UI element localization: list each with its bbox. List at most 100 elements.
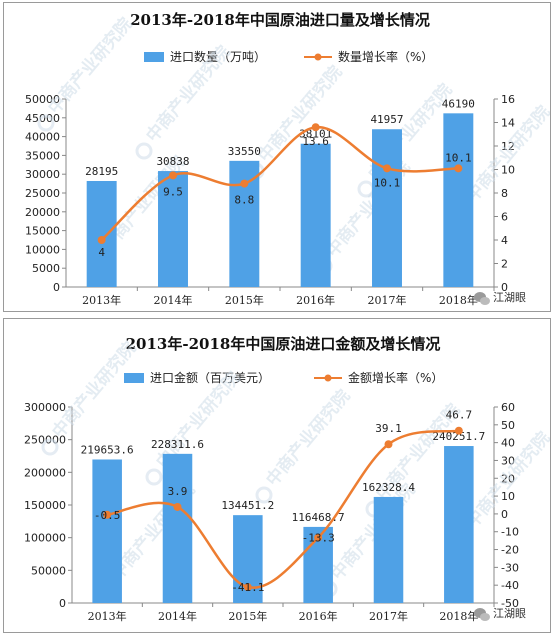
right-tick-label: 10 bbox=[501, 164, 515, 177]
bar-value-label: 41957 bbox=[370, 113, 403, 126]
line-point-2016年 bbox=[314, 533, 323, 542]
chart-title: 2013年-2018年中国原油进口金额及增长情况 bbox=[126, 335, 441, 353]
right-tick-label: 16 bbox=[501, 93, 515, 106]
left-tick-label: 40000 bbox=[25, 131, 60, 144]
bar-value-label: 162328.4 bbox=[362, 481, 415, 494]
legend-swatch-marker bbox=[324, 374, 332, 382]
line-value-label: 39.1 bbox=[375, 422, 402, 435]
line-point-2013年 bbox=[103, 510, 112, 519]
left-tick-label: 100000 bbox=[24, 532, 66, 545]
x-tick-label: 2015年 bbox=[228, 609, 267, 623]
x-tick-label: 2016年 bbox=[299, 609, 338, 623]
right-tick-label: -20 bbox=[501, 544, 519, 557]
right-tick-label: 14 bbox=[501, 117, 515, 130]
chart-panel-import-value: 2013年-2018年中国原油进口金额及增长情况进口金额（百万美元） 金额增长率（… bbox=[3, 318, 551, 633]
bar-2017年 bbox=[373, 496, 404, 603]
line-value-label: 10.1 bbox=[374, 176, 401, 189]
x-tick-label: 2014年 bbox=[154, 293, 193, 307]
bar-value-label: 30838 bbox=[156, 155, 189, 168]
zhongshang-logo-icon bbox=[135, 142, 153, 160]
left-tick-label: 0 bbox=[53, 281, 60, 294]
line-value-label: 13.6 bbox=[302, 135, 329, 148]
bar-value-label: 33550 bbox=[228, 145, 261, 158]
line-point-2017年 bbox=[384, 440, 393, 449]
legend: 进口金额（百万美元） 金额增长率（%） bbox=[124, 370, 443, 385]
bar-value-label: 134451.2 bbox=[221, 499, 274, 512]
line-point-2015年 bbox=[243, 583, 252, 592]
badge-text: 江湖眼 bbox=[493, 607, 526, 620]
left-tick-label: 10000 bbox=[25, 243, 60, 256]
line-point-2013年 bbox=[97, 236, 106, 244]
left-tick-label: 50000 bbox=[31, 564, 66, 577]
watermark-text: 中商产业研究院 bbox=[44, 14, 137, 119]
x-tick-label: 2013年 bbox=[88, 609, 127, 623]
line-point-2014年 bbox=[173, 502, 182, 511]
line-point-2015年 bbox=[240, 179, 249, 188]
chart-title: 2013年-2018年中国原油进口量及增长情况 bbox=[130, 11, 430, 29]
left-tick-label: 5000 bbox=[32, 262, 60, 275]
zhongshang-logo-icon bbox=[255, 486, 273, 504]
right-tick-label: 50 bbox=[501, 419, 515, 432]
x-tick-label: 2013年 bbox=[82, 293, 121, 307]
bar-2017年 bbox=[372, 129, 402, 287]
legend-label-line: 数量增长率（%） bbox=[338, 49, 433, 64]
line-point-2018年 bbox=[454, 426, 463, 435]
right-tick-label: 8 bbox=[501, 187, 508, 200]
x-tick-label: 2017年 bbox=[369, 609, 408, 623]
bar-2018年 bbox=[443, 113, 474, 288]
line-value-label: 4 bbox=[98, 246, 105, 259]
line-value-label: 46.7 bbox=[446, 409, 473, 422]
watermark-text: 中商产业研究院 bbox=[327, 480, 420, 585]
watermark-text: 中商产业研究院 bbox=[262, 386, 355, 491]
line-value-label: 8.8 bbox=[234, 194, 254, 207]
legend: 进口数量（万吨） 数量增长率（%） bbox=[144, 49, 433, 64]
right-tick-label: 12 bbox=[501, 140, 515, 153]
left-tick-label: 150000 bbox=[24, 499, 66, 512]
bar-2014年 bbox=[162, 453, 193, 603]
x-tick-label: 2016年 bbox=[296, 293, 335, 307]
line-point-2014年 bbox=[169, 171, 177, 180]
right-tick-label: -50 bbox=[501, 597, 519, 610]
right-tick-label: 0 bbox=[501, 281, 508, 294]
right-tick-label: 6 bbox=[501, 211, 508, 224]
wechat-badge: 江湖眼 bbox=[474, 291, 526, 305]
line-value-label: -13.3 bbox=[302, 532, 335, 545]
right-tick-label: -40 bbox=[501, 579, 519, 592]
wechat-badge: 江湖眼 bbox=[474, 607, 526, 621]
legend-label-bar: 进口数量（万吨） bbox=[170, 49, 266, 64]
right-tick-label: -30 bbox=[501, 561, 519, 574]
line-value-label: -41.1 bbox=[231, 581, 264, 594]
legend-swatch-bar bbox=[124, 373, 144, 383]
bar-2018年 bbox=[444, 446, 474, 603]
left-tick-label: 300000 bbox=[24, 401, 66, 414]
left-tick-label: 15000 bbox=[25, 225, 60, 238]
right-tick-label: 40 bbox=[501, 437, 515, 450]
line-value-label: 3.9 bbox=[168, 485, 188, 498]
left-tick-label: 25000 bbox=[25, 187, 60, 200]
chart-panel-import-volume: 2013年-2018年中国原油进口量及增长情况进口数量（万吨） 数量增长率（%） 0… bbox=[3, 2, 551, 312]
legend-swatch-bar bbox=[144, 52, 164, 62]
right-tick-label: 4 bbox=[501, 234, 508, 247]
zhongshang-logo-icon bbox=[41, 438, 59, 456]
legend-label-line: 金额增长率（%） bbox=[348, 370, 443, 385]
right-tick-label: 2 bbox=[501, 258, 508, 271]
left-tick-label: 20000 bbox=[25, 206, 60, 219]
line-value-label: -0.5 bbox=[94, 509, 121, 522]
bar-value-label: 28195 bbox=[85, 165, 118, 178]
x-tick-label: 2017年 bbox=[368, 293, 407, 307]
x-tick-label: 2015年 bbox=[225, 293, 264, 307]
watermark-text: 中商产业研究院 bbox=[48, 338, 141, 443]
right-tick-label: 30 bbox=[501, 454, 515, 467]
left-tick-label: 50000 bbox=[25, 93, 60, 106]
line-point-2018年 bbox=[454, 164, 463, 173]
zhongshang-logo-icon bbox=[145, 468, 163, 486]
legend-swatch-marker bbox=[314, 53, 322, 61]
legend-label-bar: 进口金额（百万美元） bbox=[150, 370, 270, 385]
wechat-icon-secondary bbox=[480, 613, 490, 621]
right-tick-label: 10 bbox=[501, 490, 515, 503]
bar-2016年 bbox=[300, 143, 331, 287]
right-tick-label: -10 bbox=[501, 526, 519, 539]
wechat-icon-secondary bbox=[480, 297, 490, 305]
